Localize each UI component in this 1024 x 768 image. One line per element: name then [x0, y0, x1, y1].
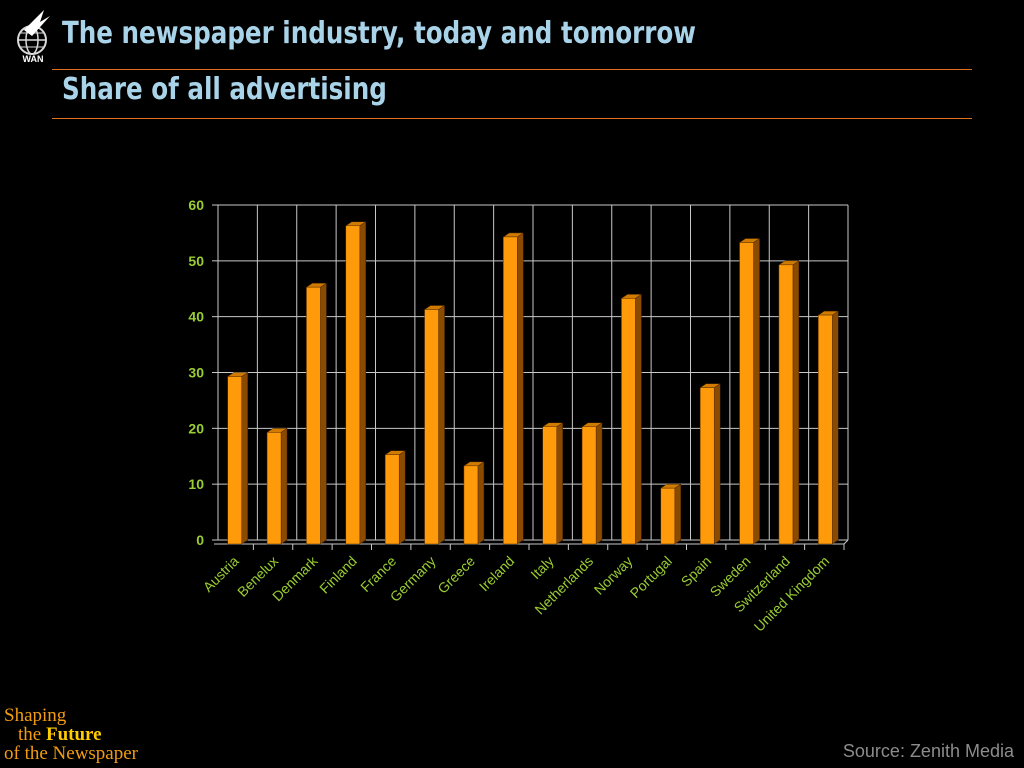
bar: [227, 376, 242, 545]
bar: [818, 314, 833, 545]
bar-side: [398, 450, 406, 545]
bar: [778, 264, 794, 545]
source-note: Source: Zenith Media: [842, 741, 1014, 761]
shaping-the-future-brand: Shaping the Future of the Newspaper: [4, 706, 138, 763]
brand-line-2: the Future: [4, 725, 138, 744]
bar: [699, 387, 715, 545]
x-tick-label: Italy: [527, 553, 556, 582]
brand-line-1: Shaping: [4, 705, 67, 726]
bar: [424, 309, 439, 545]
bar: [503, 236, 518, 545]
bar: [739, 242, 754, 545]
x-tick-label: Spain: [678, 553, 715, 590]
x-tick-label: Greece: [434, 553, 478, 597]
y-tick-label: 40: [188, 309, 204, 325]
bar: [621, 298, 636, 545]
bar-side: [753, 238, 760, 545]
bar: [581, 426, 597, 545]
y-tick-label: 30: [188, 365, 204, 381]
bar-side: [359, 221, 367, 545]
y-tick-label: 50: [188, 253, 204, 269]
bar: [384, 454, 400, 545]
bar: [542, 426, 557, 545]
brand-line-3: of the Newspaper: [4, 743, 139, 764]
brand-the: the: [18, 724, 42, 745]
y-tick-label: 0: [196, 532, 204, 548]
y-tick-label: 10: [188, 476, 204, 492]
page-subtitle: Share of all advertising: [62, 72, 387, 107]
bar: [306, 286, 321, 545]
bar-side: [517, 232, 524, 545]
bar-side: [556, 422, 563, 545]
bar-side: [635, 293, 642, 545]
bar: [463, 465, 479, 545]
x-tick-label: Ireland: [476, 553, 518, 595]
bar: [266, 432, 282, 545]
bar-side: [241, 372, 248, 545]
bar-side: [832, 310, 839, 545]
bar-side: [280, 427, 288, 545]
y-tick-label: 60: [188, 197, 204, 213]
title-divider: [52, 69, 972, 70]
bar-side: [595, 422, 603, 545]
x-tick-label: Finland: [316, 553, 360, 597]
bar: [660, 487, 676, 545]
bar-side: [320, 282, 327, 545]
page-title: The newspaper industry, today and tomorr…: [62, 16, 697, 51]
bar-side: [674, 483, 682, 545]
logo-text: WAN: [23, 54, 44, 64]
bar-side: [792, 260, 800, 545]
y-tick-label: 20: [188, 420, 204, 436]
subtitle-divider: [52, 118, 972, 119]
brand-future: Future: [45, 724, 102, 745]
x-axis-corner: [843, 539, 849, 545]
wan-logo: WAN: [17, 10, 50, 64]
bar-side: [713, 383, 721, 545]
bar-side: [477, 461, 485, 545]
bar: [345, 225, 361, 545]
bar-side: [438, 305, 445, 545]
x-tick-label: Portugal: [627, 553, 675, 601]
